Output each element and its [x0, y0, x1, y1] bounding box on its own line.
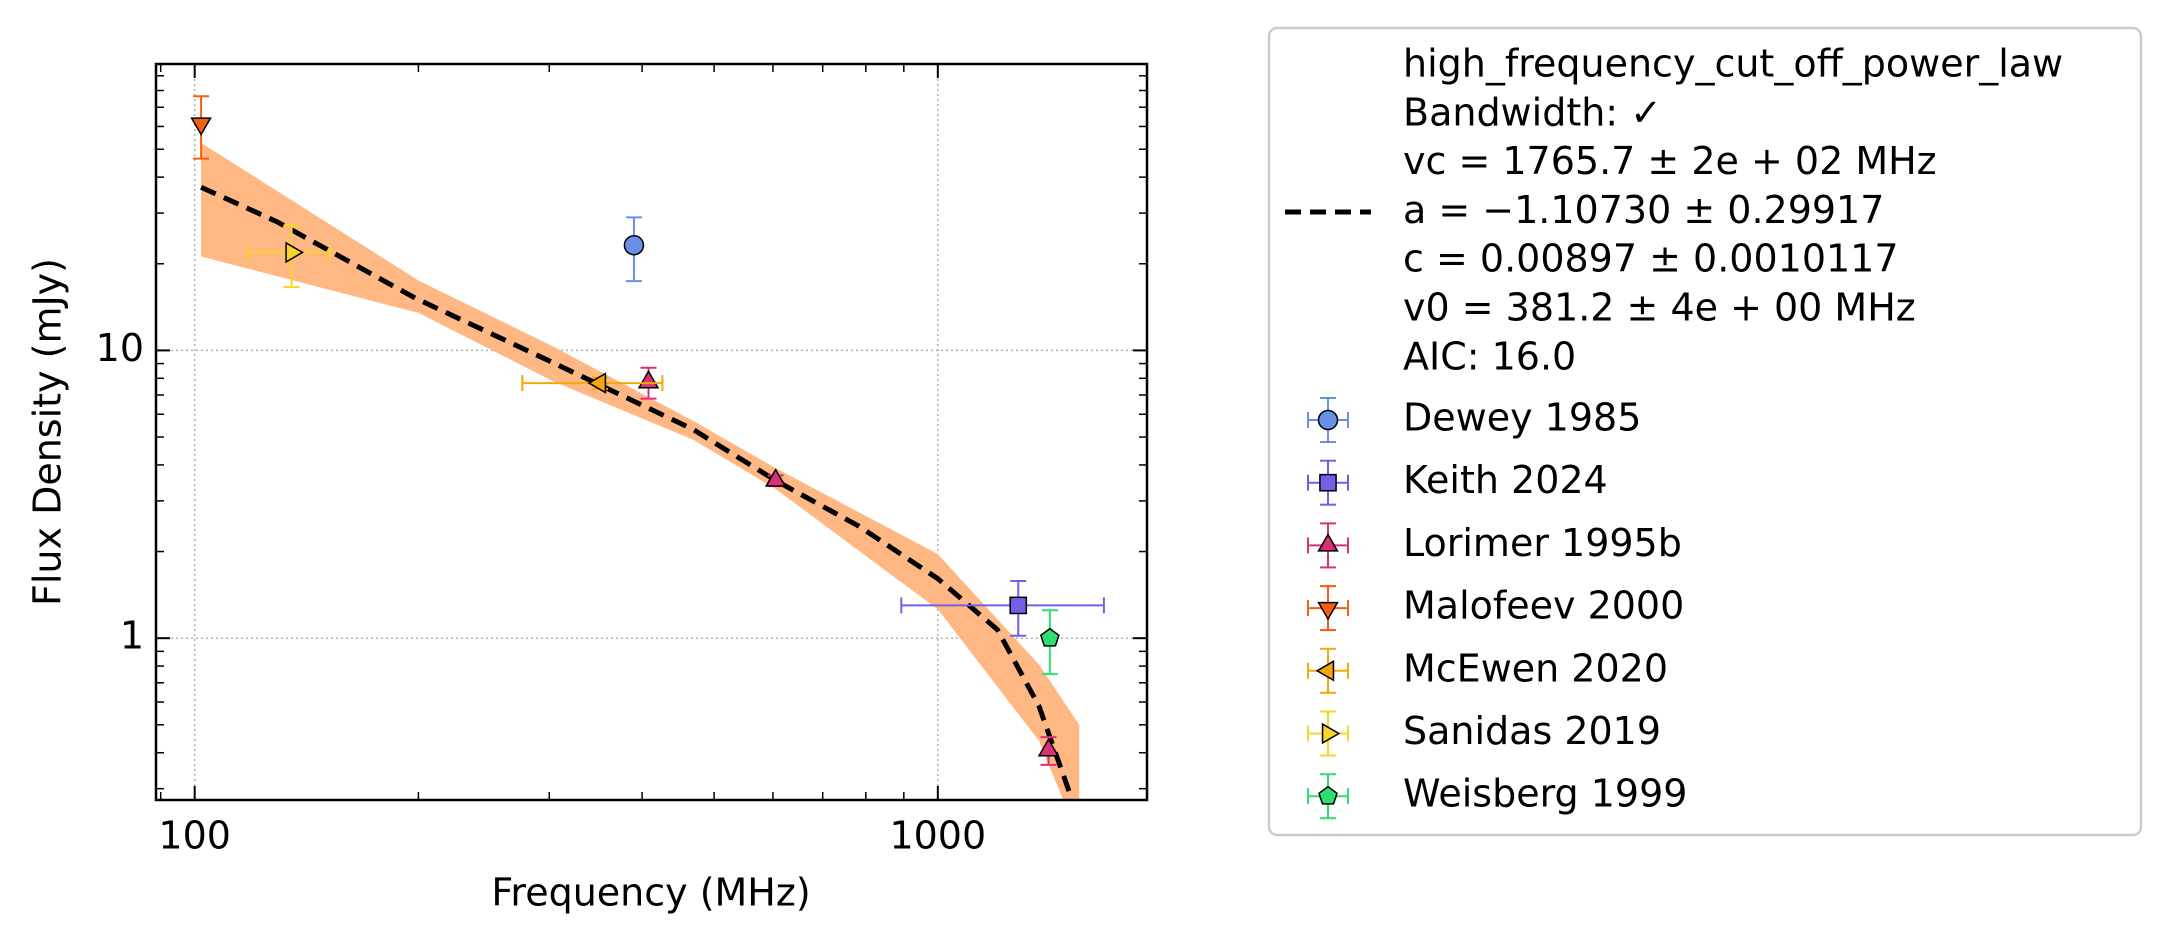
legend-label: Lorimer 1995b [1403, 521, 1682, 565]
legend-label: vc = 1765.7 ± 2e + 02 MHz [1403, 139, 1937, 183]
legend-marker [1317, 409, 1339, 431]
legend-label: AIC: 16.0 [1403, 334, 1576, 378]
legend-label: Keith 2024 [1403, 458, 1608, 502]
legend [1267, 26, 2143, 837]
legend-label: v0 = 381.2 ± 4e + 00 MHz [1403, 286, 1916, 330]
plot-area [156, 64, 1147, 800]
x-tick-label: 100 [158, 814, 231, 858]
marker [285, 241, 304, 264]
x-tick-label: 1000 [889, 814, 986, 858]
marker [1039, 627, 1060, 647]
fit-band [201, 142, 1080, 800]
marker [190, 117, 212, 137]
legend-marker [1319, 473, 1337, 492]
fit-line [200, 184, 1072, 793]
legend-label: Dewey 1985 [1403, 396, 1641, 440]
marker [623, 234, 645, 256]
marker [1009, 596, 1028, 615]
legend-label: Bandwidth: ✓ [1403, 90, 1662, 134]
legend-label: c = 0.00897 ± 0.0010117 [1403, 237, 1899, 281]
marker [1037, 737, 1060, 757]
y-tick-label: 1 [120, 614, 144, 658]
legend-label: Weisberg 1999 [1403, 772, 1687, 816]
legend-marker [1317, 601, 1339, 621]
marker [587, 372, 607, 394]
legend-label: a = −1.10730 ± 0.29917 [1403, 188, 1884, 232]
legend-label: high_frequency_cut_off_power_law [1403, 42, 2063, 86]
legend-marker [1315, 660, 1335, 682]
legend-label: McEwen 2020 [1403, 646, 1668, 690]
legend-marker [1318, 785, 1338, 805]
marker [764, 468, 787, 487]
axes-frame [154, 62, 1149, 802]
legend-marker [1317, 532, 1339, 552]
legend-label: Sanidas 2019 [1403, 709, 1661, 753]
legend-label: Malofeev 2000 [1403, 584, 1684, 628]
y-axis-label: Flux Density (mJy) [26, 258, 70, 606]
x-error-bar [900, 597, 1105, 614]
y-tick-label: 10 [96, 326, 144, 370]
legend-marker [1321, 722, 1341, 745]
x-axis-label: Frequency (MHz) [491, 871, 810, 915]
marker [637, 369, 660, 389]
